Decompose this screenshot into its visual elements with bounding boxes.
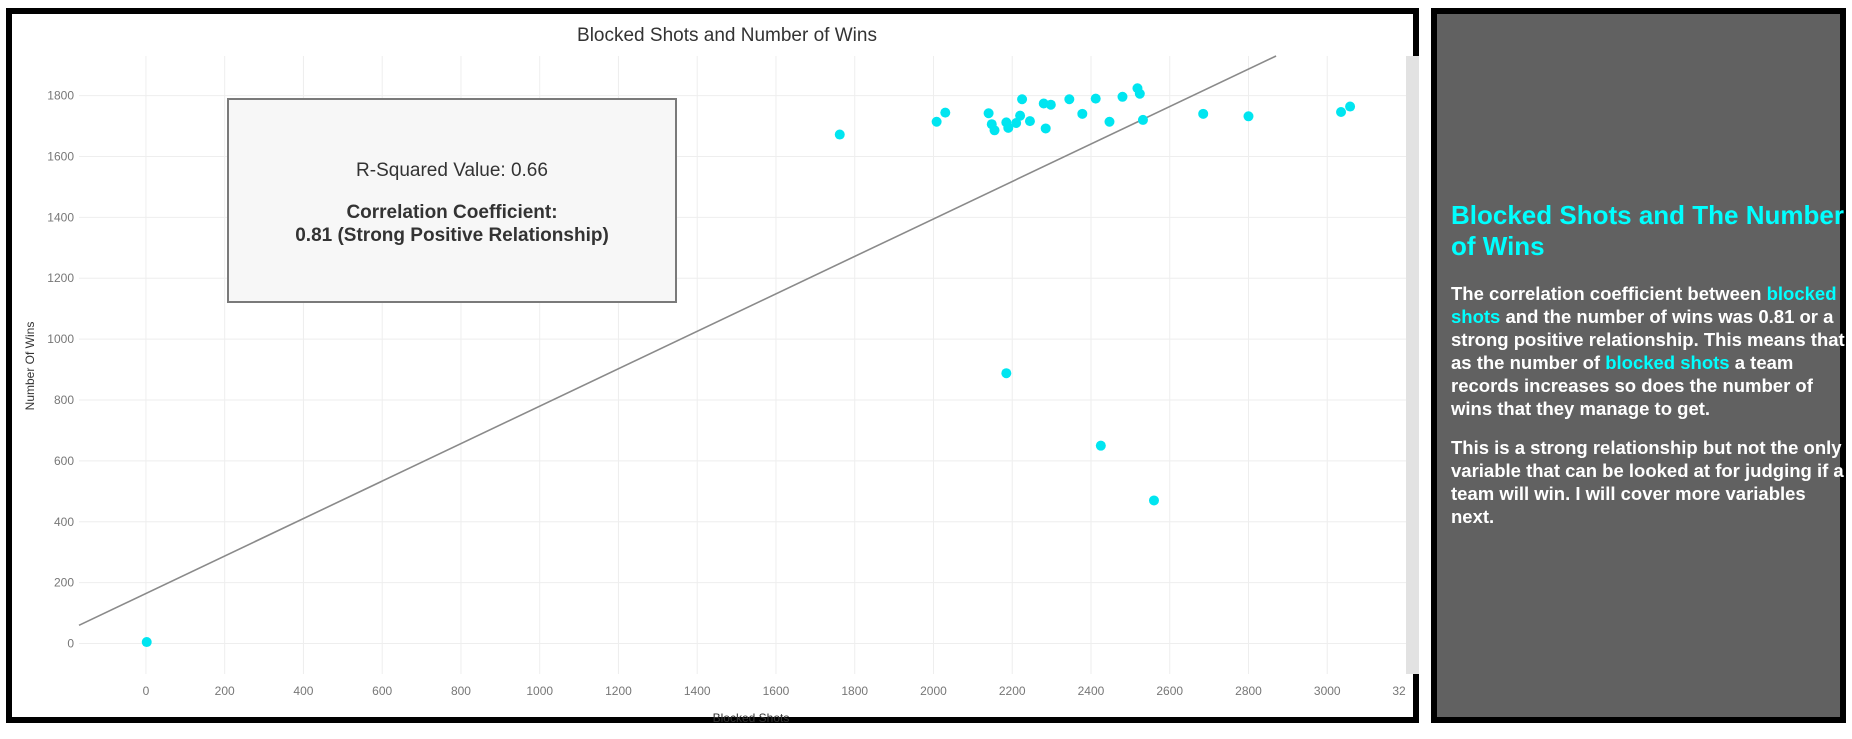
y-tick-label: 0: [67, 637, 74, 651]
data-point: [1104, 116, 1115, 127]
scatter-chart: 0 200 400 600 800 1000 1200 1400 1600 1800 2000 220…: [23, 25, 1419, 725]
chart-title: Blocked Shots and Number of Wins: [577, 25, 877, 46]
data-point: [1015, 110, 1026, 121]
data-point: [1336, 107, 1347, 118]
data-point: [1198, 108, 1209, 119]
x-tick-label: 1400: [684, 684, 711, 698]
data-point: [1040, 123, 1051, 134]
y-tick-label: 1200: [47, 271, 74, 285]
story-text: a team records increases so does the num…: [1451, 352, 1813, 419]
story-text: and the number of wins was 0.81 or a str…: [1451, 306, 1845, 373]
x-tick-label: 1000: [526, 684, 553, 698]
data-point: [1011, 117, 1022, 128]
data-point: [931, 116, 942, 127]
trend-line: [78, 55, 1277, 627]
data-point: [1134, 88, 1145, 99]
y-tick-label: 400: [54, 515, 74, 529]
x-tick-label: 32: [1392, 684, 1406, 698]
x-tick-label: 600: [372, 684, 392, 698]
data-point: [1001, 368, 1012, 379]
chart-panel: 0 200 400 600 800 1000 1200 1400 1600 1800 2000 220…: [6, 8, 1419, 725]
x-tick-label: 2200: [999, 684, 1026, 698]
story-panel: Blocked Shots and The Number of Wins The…: [1431, 8, 1846, 723]
data-point: [834, 129, 845, 140]
scrollbar-track: [1406, 56, 1419, 674]
y-tick-label: 600: [54, 454, 74, 468]
y-tick-label: 1400: [47, 210, 74, 224]
y-axis-label: Number Of Wins: [23, 322, 37, 411]
data-point: [1045, 99, 1056, 110]
story-paragraph-1: The correlation coefficient between bloc…: [1451, 282, 1846, 420]
data-point: [989, 125, 1000, 136]
correlation-label: Correlation Coefficient:: [346, 202, 558, 223]
data-point: [141, 637, 152, 648]
data-point: [1077, 108, 1088, 119]
story-paragraph-2: This is a strong relationship but not th…: [1451, 437, 1844, 527]
data-point: [1024, 116, 1035, 127]
data-point: [1095, 440, 1106, 451]
x-tick-label: 400: [293, 684, 313, 698]
story-text: The correlation coefficient between: [1451, 283, 1767, 304]
data-point: [1148, 495, 1159, 506]
x-tick-label: 2000: [920, 684, 947, 698]
x-tick-label: 3000: [1314, 684, 1341, 698]
data-point: [1090, 93, 1101, 104]
story-heading: Blocked Shots and The Number of Wins: [1451, 200, 1844, 261]
data-point: [1003, 122, 1014, 133]
x-axis-label: Blocked Shots: [713, 711, 790, 725]
highlight-blocked-shots: blocked shots: [1451, 283, 1837, 327]
x-tick-label: 1200: [605, 684, 632, 698]
data-point: [1137, 114, 1148, 125]
r-squared-text: R-Squared Value: 0.66: [356, 160, 548, 181]
data-point: [1345, 101, 1356, 112]
data-point: [1017, 94, 1028, 105]
x-tick-label: 1800: [841, 684, 868, 698]
data-point: [1243, 111, 1254, 122]
data-point: [983, 108, 994, 119]
y-tick-label: 1600: [47, 149, 74, 163]
data-point: [1117, 91, 1128, 102]
x-tick-label: 2800: [1235, 684, 1262, 698]
x-tick-label: 1600: [763, 684, 790, 698]
stats-annotation-box: R-Squared Value: 0.66 Correlation Coeffi…: [227, 98, 677, 303]
story-content: Blocked Shots and The Number of Wins The…: [1451, 200, 1846, 544]
x-tick-label: 2600: [1156, 684, 1183, 698]
highlight-blocked-shots: blocked shots: [1605, 352, 1730, 373]
data-point: [940, 107, 951, 118]
correlation-value: 0.81 (Strong Positive Relationship): [295, 225, 609, 246]
data-point: [1064, 94, 1075, 105]
y-tick-label: 1000: [47, 332, 74, 346]
x-tick-label: 2400: [1078, 684, 1105, 698]
y-tick-label: 800: [54, 393, 74, 407]
y-tick-label: 200: [54, 576, 74, 590]
y-tick-label: 1800: [47, 89, 74, 103]
x-tick-label: 800: [451, 684, 471, 698]
x-tick-label: 200: [215, 684, 235, 698]
x-tick-label: 0: [143, 684, 150, 698]
